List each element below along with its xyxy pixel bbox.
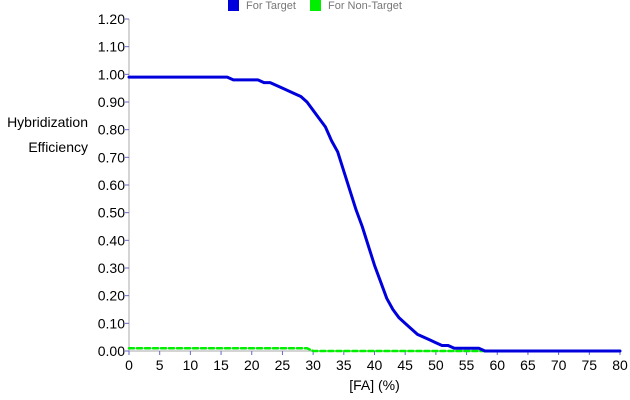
x-tick-label: 75	[582, 357, 598, 373]
x-tick-label: 80	[612, 357, 628, 373]
x-tick-label: 35	[336, 357, 352, 373]
y-tick-label: 0.80	[98, 122, 125, 138]
x-tick-label: 20	[244, 357, 260, 373]
series-layer	[127, 75, 622, 353]
x-tick-label: 25	[275, 357, 291, 373]
y-axis-title-line-1: Hybridization	[7, 114, 88, 130]
x-tick-label: 55	[459, 357, 475, 373]
y-axis-title-line-2: Efficiency	[28, 139, 88, 155]
legend-swatch	[310, 0, 321, 11]
x-tick-label: 60	[489, 357, 505, 373]
legend: For Target For Non-Target	[228, 0, 402, 12]
y-tick-label: 0.50	[98, 205, 125, 221]
y-tick-label: 1.20	[98, 11, 125, 27]
x-tick-label: 5	[156, 357, 164, 373]
x-tick-label: 0	[125, 357, 133, 373]
y-tick-label: 0.20	[98, 288, 125, 304]
x-tick-label: 65	[520, 357, 536, 373]
legend-swatch	[228, 0, 239, 11]
y-tick-label: 0.10	[98, 315, 125, 331]
x-tick-label: 30	[305, 357, 321, 373]
x-tick-label: 40	[367, 357, 383, 373]
series-line-for-non-target	[127, 346, 622, 353]
legend-label: For Non-Target	[328, 0, 402, 12]
series-line-for-target	[127, 75, 622, 353]
x-axis: 0 5 10 15 20 25 30 35 40 45 50 55 60 65 70 75 80	[125, 350, 628, 373]
y-tick-label: 0.00	[98, 343, 125, 359]
y-tick-label: 1.00	[98, 66, 125, 82]
y-tick-label: 1.10	[98, 39, 125, 55]
y-tick-label: 0.40	[98, 232, 125, 248]
legend-label: For Target	[246, 0, 296, 12]
y-tick-label: 0.30	[98, 260, 125, 276]
x-tick-label: 15	[213, 357, 229, 373]
y-tick-label: 0.90	[98, 94, 125, 110]
x-axis-title: [FA] (%)	[349, 377, 400, 393]
x-tick-label: 50	[428, 357, 444, 373]
y-axis: 0.00 0.10 0.20 0.30 0.40 0.50 0.60 0.70 0.80 0.90…	[98, 11, 130, 359]
y-tick-label: 0.60	[98, 177, 125, 193]
x-tick-label: 70	[551, 357, 567, 373]
x-tick-label: 10	[183, 357, 199, 373]
y-tick-label: 0.70	[98, 149, 125, 165]
x-tick-label: 45	[397, 357, 413, 373]
